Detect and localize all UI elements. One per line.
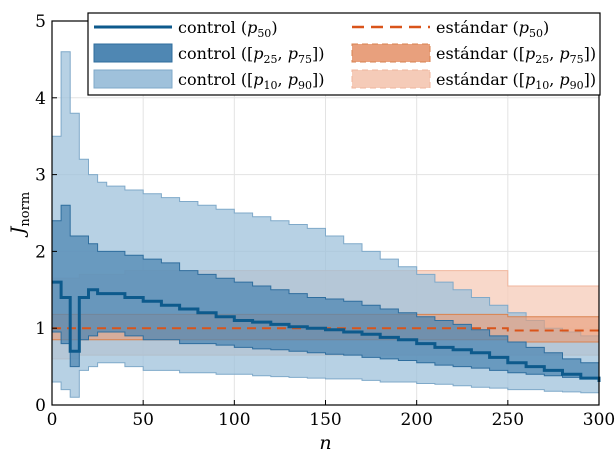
legend-label-part: , <box>549 70 559 89</box>
y-tick-label: 4 <box>35 89 46 109</box>
median-lines <box>52 280 601 382</box>
legend-swatch-control-band-light <box>93 69 173 89</box>
x-tick-label: 50 <box>132 410 154 430</box>
legend-box <box>87 12 601 96</box>
legend-label-part: control ([ <box>178 44 253 63</box>
control-median-line <box>52 280 601 382</box>
legend-label-part: p <box>525 44 535 63</box>
legend-label-part: , <box>278 44 288 63</box>
legend-label-part: ]) <box>584 70 596 89</box>
legend-label-part: ]) <box>312 44 324 63</box>
legend-label-part: p <box>247 18 257 37</box>
legend-label-part: 75 <box>570 53 584 66</box>
legend-label-part: p <box>253 44 263 63</box>
legend-swatch-estandar-band-dark <box>351 43 431 63</box>
legend-label-part: p <box>253 70 263 89</box>
legend-label-part: 25 <box>264 53 278 66</box>
legend-label-part: ) <box>271 18 277 37</box>
legend-label-part: 10 <box>264 79 278 92</box>
legend-label-part: control ( <box>178 18 247 37</box>
y-axis-label: Jnorm <box>7 192 33 238</box>
legend-label-part: 50 <box>529 27 543 40</box>
legend-label: estándar ([p10, p90]) <box>436 70 596 92</box>
legend-label: control (p50) <box>178 18 278 40</box>
legend-label-part: ]) <box>312 70 324 89</box>
y-tick-label: 2 <box>35 242 46 262</box>
legend: control (p50) estándar (p50)control ([p25… <box>87 12 601 96</box>
x-axis-label: n <box>319 432 331 454</box>
legend-swatch-estandar-band-light <box>351 69 431 89</box>
legend-label-part: estándar ( <box>436 18 519 37</box>
y-axis-label-base: J <box>7 225 29 238</box>
legend-label-part: , <box>549 44 559 63</box>
y-axis-label-group: Jnorm <box>7 192 33 238</box>
legend-label-part: estándar ([ <box>436 44 525 63</box>
legend-label-part: ) <box>543 18 549 37</box>
x-tick-label: 150 <box>309 410 341 430</box>
legend-swatch-control-band-dark <box>93 43 173 63</box>
legend-label-part: 50 <box>257 27 271 40</box>
x-tick-label: 250 <box>492 410 524 430</box>
y-tick-label: 5 <box>35 12 46 32</box>
legend-label-part: 25 <box>535 53 549 66</box>
legend-label-part: p <box>559 44 569 63</box>
legend-label-part: p <box>559 70 569 89</box>
legend-label-part: control ([ <box>178 70 253 89</box>
y-axis-label-subscript: norm <box>18 192 33 227</box>
x-tick-label: 300 <box>583 410 615 430</box>
legend-label-part: p <box>288 44 298 63</box>
legend-label-part: 10 <box>535 79 549 92</box>
legend-label-part: p <box>519 18 529 37</box>
legend-label: estándar (p50) <box>436 18 549 40</box>
legend-label-part: p <box>288 70 298 89</box>
legend-label-part: 90 <box>298 79 312 92</box>
ticks: 0 50 100 150 200 250 300 0 1 2 3 4 5 <box>35 12 615 430</box>
x-tick-label: 200 <box>400 410 432 430</box>
y-tick-label: 3 <box>35 166 46 186</box>
x-tick-label: 0 <box>47 410 58 430</box>
legend-label-part: 90 <box>570 79 584 92</box>
legend-label-part: ]) <box>584 44 596 63</box>
legend-label-part: estándar ([ <box>436 70 525 89</box>
x-tick-label: 100 <box>218 410 250 430</box>
legend-label-part: 75 <box>298 53 312 66</box>
y-tick-label: 0 <box>35 396 46 416</box>
legend-label: estándar ([p25, p75]) <box>436 44 596 66</box>
legend-label: control ([p10, p90]) <box>178 70 324 92</box>
legend-label-part: p <box>525 70 535 89</box>
legend-label-part: , <box>278 70 288 89</box>
legend-label: control ([p25, p75]) <box>178 44 324 66</box>
y-tick-label: 1 <box>35 319 46 339</box>
